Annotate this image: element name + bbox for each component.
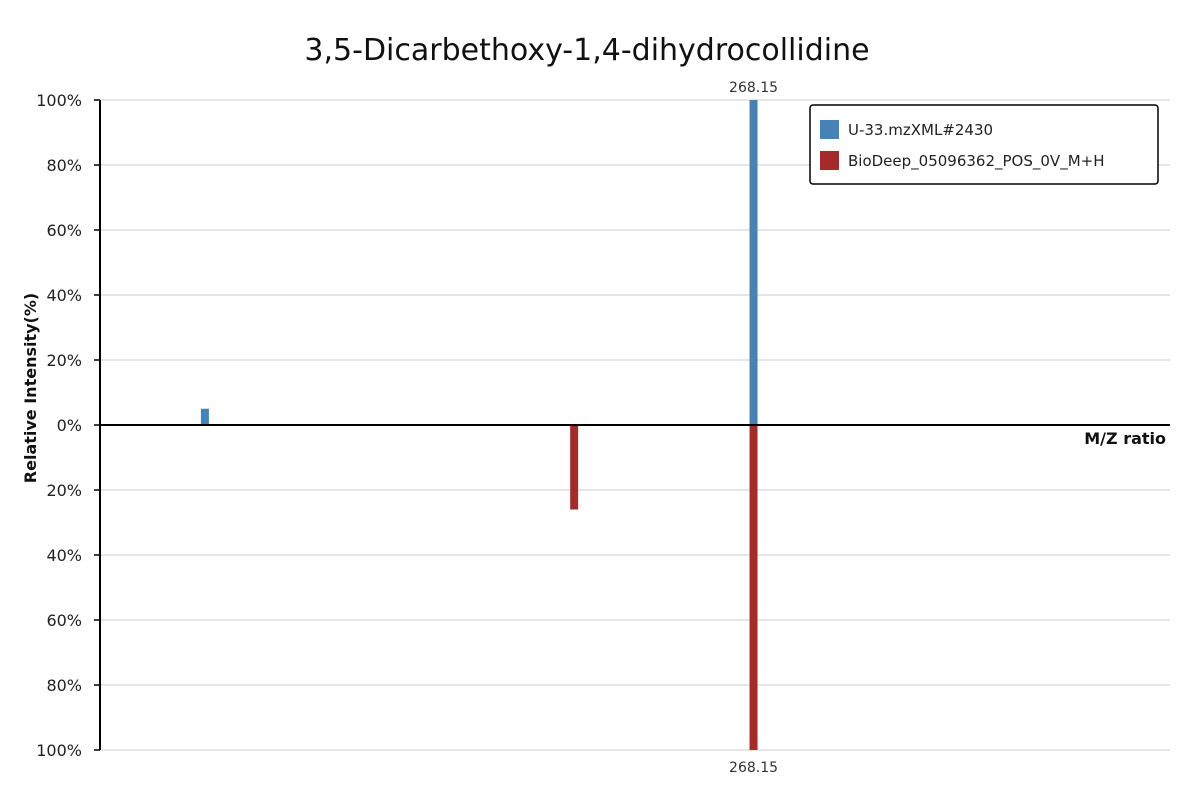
legend-box [809,104,1159,185]
y-tick-label: 40% [46,286,82,305]
sample-peak-bar [749,100,758,425]
legend-swatch [820,151,839,170]
y-tick-label: 40% [46,546,82,565]
y-tick-label: 80% [46,676,82,695]
legend-label: U-33.mzXML#2430 [848,121,993,139]
peak-label: 268.15 [729,760,778,776]
peak-label: 268.15 [729,80,778,96]
reference-peak-bar [570,425,579,510]
reference-peak-bar [749,425,758,750]
grid-lines [100,99,1170,751]
x-axis-title: M/Z ratio [1084,429,1166,448]
y-axis-ticks: 100% 80% 60% 40% 20% 0% 20% 40% 60% 80% 100% [36,91,100,760]
y-tick-label: 80% [46,156,82,175]
sample-peak-bar [200,408,209,425]
y-tick-label: 0% [57,416,82,435]
y-tick-label: 60% [46,221,82,240]
y-tick-label: 20% [46,481,82,500]
legend-label: BioDeep_05096362_POS_0V_M+H [848,152,1104,171]
chart-title: 3,5-Dicarbethoxy-1,4-dihydrocollidine [304,33,869,68]
chart-legend: U-33.mzXML#2430 BioDeep_05096362_POS_0V_M… [809,104,1159,185]
y-tick-label: 60% [46,611,82,630]
axes [99,100,1170,750]
y-tick-label: 20% [46,351,82,370]
y-tick-label: 100% [36,91,82,110]
y-axis-title: Relative Intensity(%) [21,293,40,483]
y-tick-label: 100% [36,741,82,760]
legend-swatch [820,120,839,139]
spectrum-peaks: 268.15 268.15 [200,80,778,776]
